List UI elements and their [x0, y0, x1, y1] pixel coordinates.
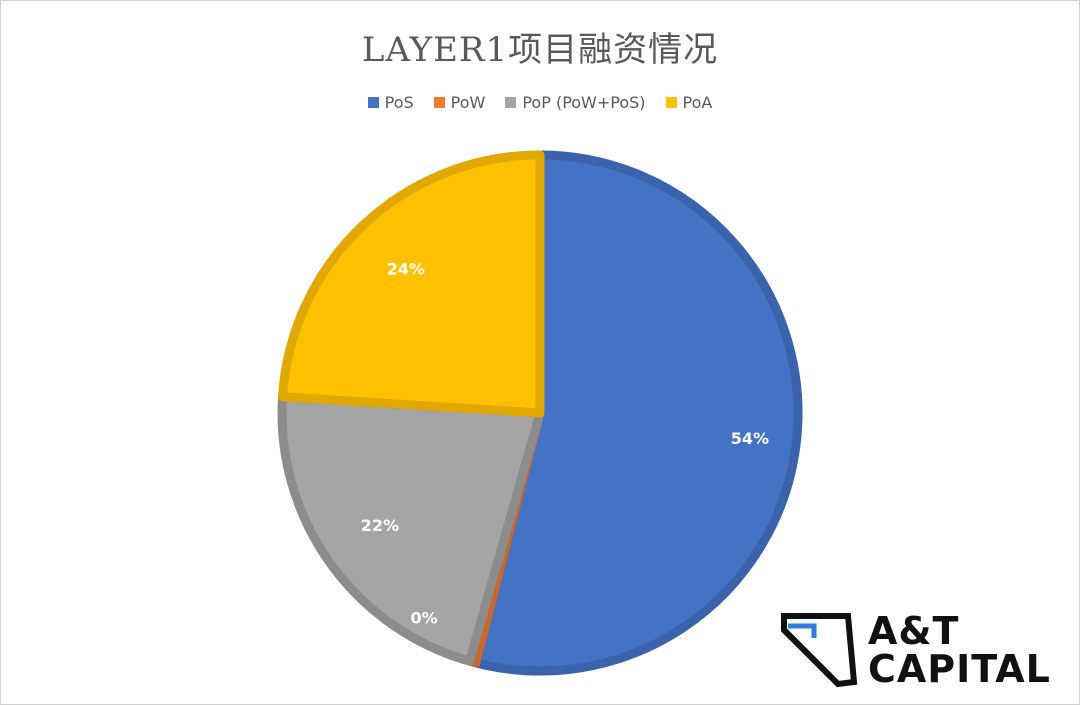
logo-wordmark: A&T CAPITAL — [868, 612, 1051, 688]
pie-slice-pos — [471, 150, 803, 676]
legend-swatch-poa — [665, 97, 677, 108]
legend-item-pop: PoP (PoW+PoS) — [505, 93, 646, 112]
logo-mark-icon — [781, 613, 858, 688]
data-label-pow: 0% — [411, 609, 438, 628]
data-label-pos: 54% — [731, 429, 769, 448]
legend-swatch-pos — [367, 97, 379, 108]
legend-swatch-pow — [433, 97, 445, 108]
legend-label-pow: PoW — [450, 93, 486, 112]
legend-item-pow: PoW — [433, 93, 486, 112]
data-label-poa: 24% — [387, 260, 425, 279]
logo-line-2: CAPITAL — [868, 647, 1051, 691]
pie-slice-poa — [278, 150, 545, 418]
legend-swatch-pop — [505, 97, 517, 108]
legend-label-pop: PoP (PoW+PoS) — [522, 93, 646, 112]
chart-title: LAYER1项目融资情况 — [361, 30, 719, 70]
brand-logo: A&T CAPITAL — [778, 612, 1068, 692]
chart-legend: PoS PoW PoP (PoW+PoS) PoA — [0, 93, 1080, 112]
legend-label-pos: PoS — [384, 93, 414, 112]
pie-slice-pop — [277, 392, 545, 666]
legend-item-poa: PoA — [665, 93, 713, 112]
legend-label-poa: PoA — [682, 93, 713, 112]
logo-line-1: A&T — [868, 609, 960, 653]
legend-item-pos: PoS — [367, 93, 414, 112]
data-label-pop: 22% — [361, 516, 399, 535]
